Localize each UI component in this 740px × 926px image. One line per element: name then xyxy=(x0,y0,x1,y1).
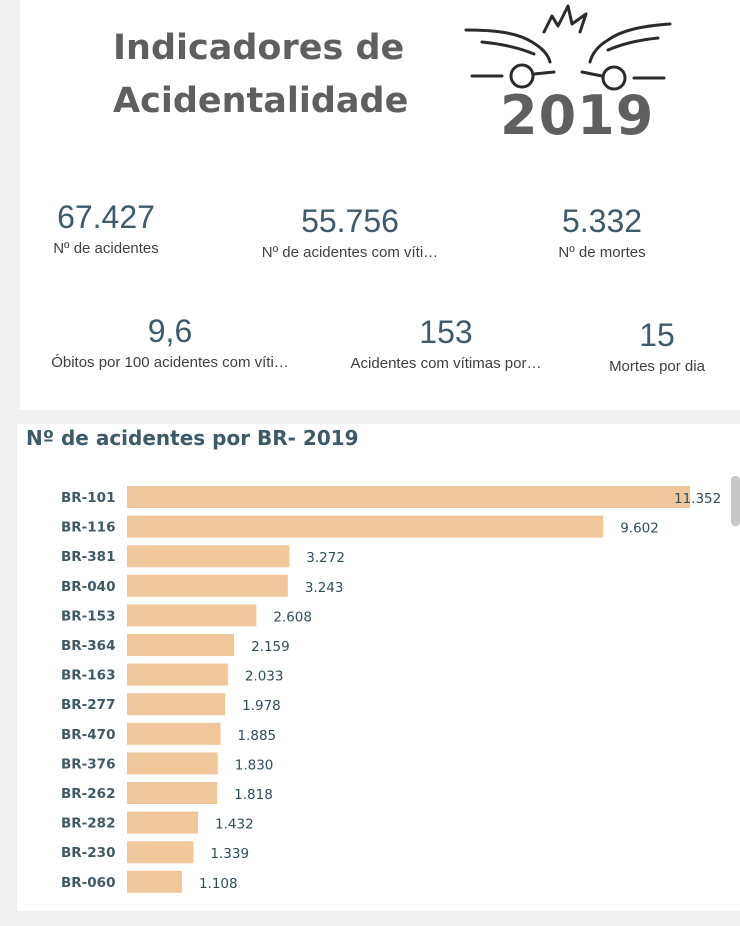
bar[interactable] xyxy=(127,752,218,775)
kpi-accidents-victims-per: 153 Acidentes com vítimas por… xyxy=(343,313,549,372)
value-label: 1.885 xyxy=(237,728,276,744)
kpi-label: Nº de mortes xyxy=(558,244,646,261)
chart-title: Nº de acidentes por BR- 2019 xyxy=(26,426,359,450)
kpi-value: 15 xyxy=(639,317,675,353)
bar-chart: BR-101 11.352 BR-116 9.602 BR-381 3.272 BR-040… xyxy=(61,486,721,893)
kpi-label: Nº de acidentes com víti… xyxy=(261,244,439,261)
value-label: 1.818 xyxy=(234,787,273,803)
kpi-value: 153 xyxy=(419,314,473,350)
bar[interactable] xyxy=(127,782,218,804)
category-label: BR-116 xyxy=(61,520,115,536)
value-label: 1.339 xyxy=(210,846,249,862)
value-label: 2.159 xyxy=(251,639,290,655)
bar[interactable] xyxy=(127,574,288,597)
logo-year: 2019 xyxy=(500,84,655,147)
car-crash-icon xyxy=(464,4,672,91)
kpi-deaths-per-100: 9,6 Óbitos por 100 acidentes com víti… xyxy=(45,312,295,371)
category-label: BR-262 xyxy=(61,786,115,802)
category-label: BR-163 xyxy=(61,668,115,684)
kpi-label: Mortes por dia xyxy=(609,358,705,375)
bar[interactable] xyxy=(127,693,226,716)
bar[interactable] xyxy=(127,604,257,627)
category-label: BR-040 xyxy=(61,579,115,595)
value-label: 2.608 xyxy=(273,609,312,625)
bar[interactable] xyxy=(127,486,690,508)
category-label: BR-101 xyxy=(61,490,115,506)
value-label: 1.108 xyxy=(199,876,238,892)
category-label: BR-153 xyxy=(61,608,115,624)
value-label: 2.033 xyxy=(245,669,284,685)
bar[interactable] xyxy=(127,722,221,745)
page-title: Indicadores de Acidentalidade xyxy=(113,28,409,121)
category-label: BR-282 xyxy=(61,816,115,832)
scrollbar-thumb[interactable] xyxy=(731,476,740,526)
kpi-accidents: 67.427 Nº de acidentes xyxy=(50,198,162,257)
kpi-label: Óbitos por 100 acidentes com víti… xyxy=(51,354,289,371)
kpi-value: 9,6 xyxy=(147,313,193,349)
value-label: 3.272 xyxy=(306,550,345,566)
kpi-label: Acidentes com vítimas por… xyxy=(350,355,542,372)
bar[interactable] xyxy=(127,545,290,568)
kpi-value: 55.756 xyxy=(301,203,399,239)
category-label: BR-060 xyxy=(61,875,115,891)
category-label: BR-376 xyxy=(61,756,115,772)
bar[interactable] xyxy=(127,663,228,686)
value-label: 1.978 xyxy=(242,698,281,714)
bar[interactable] xyxy=(127,841,194,864)
category-label: BR-470 xyxy=(61,727,115,743)
category-label: BR-230 xyxy=(61,845,115,861)
value-label: 1.432 xyxy=(215,817,254,833)
bar[interactable] xyxy=(127,634,235,656)
kpi-accidents-victims: 55.756 Nº de acidentes com víti… xyxy=(255,202,445,261)
kpi-value: 67.427 xyxy=(57,199,155,235)
bar[interactable] xyxy=(127,870,182,893)
kpi-label: Nº de acidentes xyxy=(53,240,159,257)
value-label: 9.602 xyxy=(620,521,659,537)
kpi-deaths: 5.332 Nº de mortes xyxy=(550,202,654,261)
kpi-value: 5.332 xyxy=(561,203,643,239)
category-label: BR-277 xyxy=(61,697,115,713)
bar[interactable] xyxy=(127,811,199,834)
value-label: 1.830 xyxy=(235,757,274,773)
category-label: BR-381 xyxy=(61,549,115,565)
bar[interactable] xyxy=(127,515,604,538)
kpi-deaths-per-day: 15 Mortes por dia xyxy=(600,316,714,375)
value-label: 11.352 xyxy=(674,491,721,507)
value-label: 3.243 xyxy=(305,580,344,596)
category-label: BR-364 xyxy=(61,638,115,654)
